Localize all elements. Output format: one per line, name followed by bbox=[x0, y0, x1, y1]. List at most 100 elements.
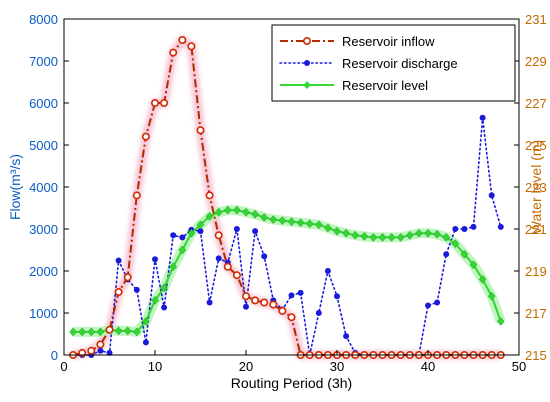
level-point bbox=[442, 233, 451, 242]
inflow-point bbox=[278, 306, 287, 315]
discharge-point bbox=[343, 333, 350, 340]
discharge-point bbox=[97, 347, 104, 354]
discharge-point bbox=[179, 234, 186, 241]
discharge-point bbox=[261, 253, 268, 260]
inflow-point bbox=[141, 132, 150, 141]
y-right-tick-label: 223 bbox=[525, 180, 547, 195]
level-point bbox=[87, 327, 96, 337]
inflow-point bbox=[232, 271, 241, 280]
y-left-tick-label: 4000 bbox=[29, 180, 58, 195]
level-point bbox=[69, 327, 77, 337]
y-right-tick-label: 227 bbox=[525, 96, 547, 111]
level-point bbox=[369, 233, 378, 242]
discharge-point bbox=[434, 299, 441, 306]
inflow-point bbox=[196, 126, 205, 135]
level-point bbox=[451, 239, 460, 249]
discharge-point bbox=[497, 223, 504, 230]
level-point bbox=[415, 228, 423, 238]
discharge-point bbox=[233, 226, 240, 232]
legend-marker-level bbox=[303, 81, 311, 89]
y-right-tick-label: 231 bbox=[525, 12, 547, 27]
inflow-point bbox=[223, 262, 232, 271]
discharge-point bbox=[452, 226, 459, 232]
inflow-point bbox=[269, 300, 278, 309]
y-axis-right-label: Water level (m) bbox=[528, 140, 544, 234]
level-point bbox=[324, 223, 332, 233]
level-point bbox=[378, 233, 387, 242]
level-point bbox=[469, 260, 478, 270]
level-point bbox=[214, 207, 223, 217]
discharge-point bbox=[197, 228, 204, 235]
y-right-tick-label: 229 bbox=[525, 54, 547, 69]
discharge-point bbox=[133, 286, 140, 293]
level-point bbox=[496, 317, 505, 326]
level-point bbox=[114, 326, 123, 336]
x-tick-label: 10 bbox=[148, 359, 162, 374]
level-point bbox=[132, 327, 141, 337]
level-point bbox=[424, 228, 432, 238]
discharge-point bbox=[115, 257, 122, 264]
inflow-point bbox=[87, 346, 96, 355]
level-point bbox=[242, 207, 250, 217]
inflow-point bbox=[205, 191, 214, 200]
level-point bbox=[187, 228, 196, 238]
discharge-point bbox=[252, 228, 259, 235]
level-point bbox=[78, 327, 87, 337]
x-axis-label: Routing Period (3h) bbox=[231, 375, 352, 391]
level-point bbox=[269, 215, 278, 224]
discharge-point bbox=[215, 255, 222, 262]
legend-marker-discharge bbox=[304, 60, 310, 66]
level-point bbox=[178, 245, 187, 255]
inflow-point bbox=[214, 231, 223, 240]
inflow-point bbox=[178, 35, 187, 44]
discharge-point bbox=[170, 232, 177, 239]
inflow-point bbox=[123, 273, 132, 282]
y-left-tick-label: 1000 bbox=[29, 306, 58, 321]
legend-marker-inflow bbox=[302, 36, 311, 45]
y-right-tick-label: 221 bbox=[525, 222, 547, 237]
level-point bbox=[478, 275, 487, 284]
inflow-point bbox=[114, 287, 123, 296]
y-right-tick-label: 225 bbox=[525, 138, 547, 153]
discharge-point bbox=[243, 303, 249, 310]
level-point bbox=[405, 230, 414, 240]
x-tick-label: 20 bbox=[239, 359, 253, 374]
level-point bbox=[160, 283, 168, 293]
inflow-point bbox=[251, 296, 260, 305]
legend: Reservoir inflow Reservoir discharge Reser… bbox=[271, 24, 516, 102]
discharge-point bbox=[461, 226, 468, 232]
inflow-point bbox=[187, 42, 196, 51]
level-point bbox=[387, 233, 396, 242]
level-point bbox=[142, 317, 150, 326]
level-point bbox=[296, 218, 305, 228]
level-point bbox=[251, 209, 259, 219]
inflow-point bbox=[160, 99, 169, 108]
inflow-point bbox=[96, 340, 105, 349]
inflow-point bbox=[105, 325, 114, 334]
discharge-point bbox=[334, 293, 340, 300]
inflow-point bbox=[287, 313, 296, 322]
discharge-point bbox=[106, 349, 113, 356]
series-layer bbox=[69, 35, 505, 359]
inflow-point bbox=[78, 348, 87, 357]
legend-label: Reservoir inflow bbox=[342, 34, 435, 49]
x-tick-label: 40 bbox=[421, 359, 435, 374]
level-point bbox=[433, 229, 441, 239]
x-tick-label: 0 bbox=[60, 359, 67, 374]
inflow-point bbox=[169, 48, 178, 57]
level-point bbox=[123, 326, 132, 336]
level-point bbox=[460, 249, 469, 259]
level-point bbox=[223, 205, 232, 215]
discharge-point bbox=[142, 339, 149, 346]
discharge-point bbox=[315, 310, 322, 316]
level-point bbox=[487, 291, 496, 301]
level-point bbox=[314, 220, 323, 230]
y-left-tick-label: 2000 bbox=[29, 264, 58, 279]
y-left-tick-label: 5000 bbox=[29, 138, 58, 153]
discharge-point bbox=[161, 304, 168, 311]
level-point bbox=[287, 217, 296, 227]
y-left-tick-label: 3000 bbox=[29, 222, 58, 237]
level-point bbox=[96, 327, 105, 337]
inflow-point bbox=[260, 298, 269, 307]
